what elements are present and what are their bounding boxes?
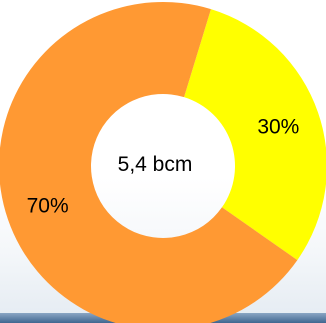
donut-slice-2 — [0, 2, 298, 323]
donut-slice-label-1: 30% — [257, 115, 299, 138]
donut-center-label: 5,4 bcm — [118, 153, 193, 176]
donut-slice-label-2: 70% — [27, 195, 69, 218]
donut-slice-1 — [184, 9, 326, 261]
donut-labels: 30% 70% — [27, 115, 300, 217]
